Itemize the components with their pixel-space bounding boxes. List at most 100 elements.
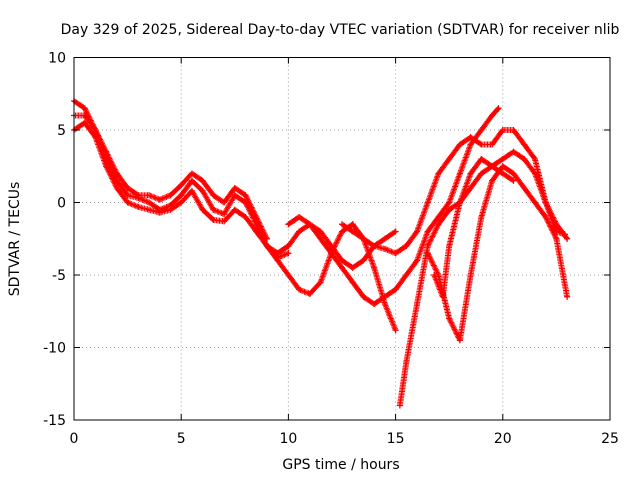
data-point <box>81 119 88 126</box>
data-point <box>113 170 120 177</box>
data-point <box>231 192 238 199</box>
data-point <box>178 182 185 189</box>
data-point <box>146 199 153 206</box>
data-point <box>478 170 485 177</box>
data-point <box>306 290 313 297</box>
data-point <box>242 214 249 220</box>
data-point <box>135 192 142 199</box>
data-point <box>499 170 506 177</box>
data-point <box>403 243 410 249</box>
data-point <box>531 170 538 177</box>
series-arc-9 <box>424 163 571 344</box>
data-point <box>371 243 378 249</box>
data-point <box>424 199 431 206</box>
y-tick-label: -15 <box>43 413 66 429</box>
data-point <box>521 156 528 162</box>
data-point <box>124 192 131 199</box>
data-point <box>349 228 356 235</box>
data-point <box>167 206 174 213</box>
data-point <box>456 337 463 344</box>
data-point <box>349 264 356 271</box>
data-point <box>199 177 206 184</box>
y-axis-label: SDTVAR / TECUs <box>7 182 23 297</box>
data-point <box>553 235 560 242</box>
y-tick-label: -5 <box>52 268 66 284</box>
data-point <box>521 141 528 148</box>
data-point <box>499 156 506 162</box>
data-point <box>381 235 388 242</box>
data-point <box>188 170 195 177</box>
data-point <box>349 221 356 228</box>
data-point <box>188 177 195 184</box>
data-point <box>431 272 438 278</box>
data-point <box>317 235 324 242</box>
data-point <box>360 235 367 242</box>
data-point <box>381 301 388 307</box>
data-point <box>489 177 496 184</box>
data-point <box>349 279 356 286</box>
data-point <box>263 243 270 249</box>
y-tick-label: 10 <box>48 51 66 67</box>
data-point <box>542 199 549 206</box>
data-point <box>103 163 110 170</box>
data-point <box>103 148 110 155</box>
data-point <box>156 196 163 203</box>
data-point <box>456 170 463 177</box>
data-point <box>478 214 485 220</box>
data-point <box>414 228 421 235</box>
data-point <box>360 257 367 264</box>
data-point <box>178 192 185 199</box>
data-point <box>553 221 560 228</box>
data-point <box>296 214 303 220</box>
data-point <box>81 112 88 119</box>
data-point <box>478 127 485 133</box>
data-point <box>360 293 367 300</box>
data-point <box>531 199 538 206</box>
data-point <box>424 243 431 249</box>
data-point <box>510 148 517 155</box>
data-point <box>274 250 281 257</box>
series-markers <box>431 156 517 300</box>
data-point <box>124 199 131 206</box>
data-point <box>510 170 517 177</box>
x-tick-label: 25 <box>601 431 619 447</box>
data-point <box>339 228 345 235</box>
data-point <box>392 286 399 293</box>
data-point <box>392 327 399 334</box>
data-point <box>467 170 474 177</box>
data-point <box>403 359 410 365</box>
data-point <box>221 218 228 225</box>
data-point <box>146 206 153 213</box>
data-point <box>231 206 238 213</box>
data-point <box>478 141 485 148</box>
data-point <box>489 141 496 148</box>
data-point <box>285 243 292 249</box>
plot-frame <box>73 57 611 421</box>
data-point <box>317 279 324 286</box>
data-point <box>113 185 120 191</box>
series-markers <box>71 112 270 242</box>
data-point <box>435 221 442 228</box>
data-point <box>285 250 292 257</box>
data-point <box>92 127 99 133</box>
y-tick-label: 5 <box>57 123 66 139</box>
data-point <box>124 185 131 191</box>
data-point <box>285 221 292 228</box>
data-point <box>371 301 378 307</box>
data-point <box>510 177 517 184</box>
data-point <box>403 272 410 278</box>
data-point <box>242 192 249 199</box>
data-point <box>564 293 571 300</box>
data-point <box>199 206 206 213</box>
x-tick-label: 5 <box>177 431 186 447</box>
data-point <box>339 257 345 264</box>
series-arc-6 <box>263 221 399 334</box>
data-point <box>188 187 195 194</box>
grid-lines <box>74 57 610 420</box>
x-tick-label: 15 <box>387 431 405 447</box>
data-point <box>489 163 496 170</box>
data-point <box>221 211 228 218</box>
data-point <box>231 185 238 191</box>
data-point <box>146 192 153 199</box>
